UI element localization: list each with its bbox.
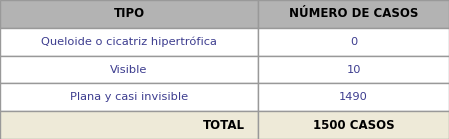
Bar <box>258 28 449 56</box>
Text: TOTAL: TOTAL <box>202 119 245 132</box>
Text: 10: 10 <box>346 64 361 75</box>
Bar <box>0 0 258 28</box>
Text: Queloide o cicatriz hipertrófica: Queloide o cicatriz hipertrófica <box>41 36 217 47</box>
Text: NÚMERO DE CASOS: NÚMERO DE CASOS <box>289 7 418 20</box>
Text: Plana y casi invisible: Plana y casi invisible <box>70 92 188 102</box>
Bar <box>0 83 258 111</box>
Bar <box>258 111 449 139</box>
Bar <box>258 83 449 111</box>
Bar <box>258 0 449 28</box>
Bar <box>0 111 258 139</box>
Text: TIPO: TIPO <box>114 7 145 20</box>
Text: Visible: Visible <box>110 64 148 75</box>
Text: 1490: 1490 <box>339 92 368 102</box>
Text: 1500 CASOS: 1500 CASOS <box>313 119 394 132</box>
Bar <box>258 56 449 83</box>
Bar <box>0 56 258 83</box>
Text: 0: 0 <box>350 37 357 47</box>
Bar <box>0 28 258 56</box>
